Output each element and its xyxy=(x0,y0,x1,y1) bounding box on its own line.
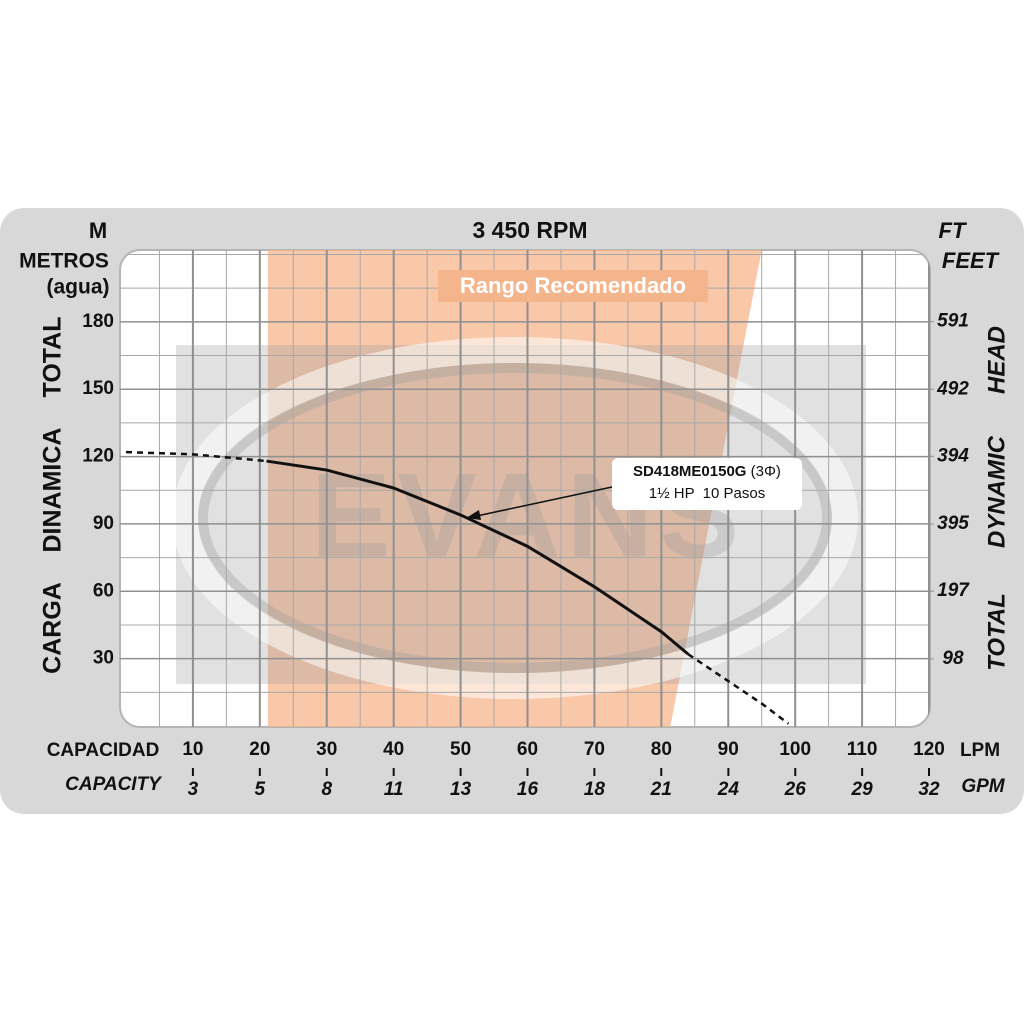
y-axis-word: CARGA xyxy=(39,582,67,674)
y-axis-word: DINAMICA xyxy=(39,428,67,553)
y-tick-label: 180 xyxy=(82,311,114,332)
y2-tick-label: 395 xyxy=(937,513,969,534)
x2-unit: GPM xyxy=(961,776,1005,797)
plot: EVANS xyxy=(120,250,930,727)
y2-label: FEET xyxy=(942,248,1000,273)
y-unit: M xyxy=(89,218,107,243)
watermark-ring xyxy=(198,363,832,673)
annotation-arrowhead xyxy=(466,510,481,520)
y2-tick-label: 394 xyxy=(937,445,969,466)
x2-label: CAPACITY xyxy=(65,774,163,795)
y-tick-label: 60 xyxy=(93,580,114,601)
x2-tick-label: 24 xyxy=(717,779,740,800)
x2-tick-label: 32 xyxy=(918,779,940,800)
x2-tick-label: 13 xyxy=(450,779,472,800)
x-tick-label: 40 xyxy=(383,739,404,760)
overlay: 10 20 30 40 50 60 70 80 90 100 110 120 3 5 8 11 13 16 18 21… xyxy=(82,270,970,800)
y-label: METROS xyxy=(19,250,109,273)
y-tick-label: 90 xyxy=(93,513,114,534)
x-tick-label: 60 xyxy=(517,739,538,760)
x-tick-label: 70 xyxy=(584,739,605,760)
range-label: Rango Recomendado xyxy=(460,273,686,298)
x-tick-label: 120 xyxy=(913,739,945,760)
annotation-detail: 1½ HP 10 Pasos xyxy=(649,485,765,502)
annotation-phase: (3Φ) xyxy=(751,463,781,480)
x-tick-label: 30 xyxy=(316,739,337,760)
y2-axis-word: HEAD xyxy=(983,326,1010,394)
annotation-model: SD418ME0150G xyxy=(633,463,746,480)
annotation-box xyxy=(612,458,802,510)
y2-axis-word: TOTAL xyxy=(983,593,1010,671)
y2-tick-label: 591 xyxy=(937,311,969,332)
x2-tick-label: 29 xyxy=(851,779,874,800)
x2-tick-label: 21 xyxy=(650,779,672,800)
x2-tick-label: 5 xyxy=(255,779,266,800)
watermark-ring xyxy=(172,337,858,699)
x2-tick-label: 11 xyxy=(384,779,404,800)
x-tick-label: 10 xyxy=(182,739,203,760)
y2-tick-label: 98 xyxy=(942,648,964,669)
curve xyxy=(266,459,690,656)
chart-title: 3 450 RPM xyxy=(472,217,587,243)
range-label-box xyxy=(438,270,708,302)
x-tick-label: 100 xyxy=(779,739,811,760)
x-tick-label: 110 xyxy=(847,739,878,760)
x-tick-label: 50 xyxy=(450,739,471,760)
x2-tick-label: 8 xyxy=(321,779,332,800)
x-tick-label: 20 xyxy=(249,739,270,760)
x2-tick-label: 16 xyxy=(517,779,539,800)
x-tick-label: 80 xyxy=(651,739,672,760)
y2-tick-label: 197 xyxy=(937,580,970,601)
x2-tick-label: 26 xyxy=(784,779,807,800)
y-tick-label: 30 xyxy=(93,648,114,669)
x-tick-label: 90 xyxy=(718,739,739,760)
y-tick-label: 150 xyxy=(82,378,114,399)
annotation-arrow xyxy=(471,486,613,518)
y2-tick-label: 492 xyxy=(936,378,969,399)
x-unit: LPM xyxy=(960,740,1000,761)
y-axis-word: TOTAL xyxy=(39,316,67,397)
x2-tick-label: 18 xyxy=(584,779,606,800)
y-label: (agua) xyxy=(47,276,110,299)
x-label: CAPACIDAD xyxy=(47,740,160,761)
curve xyxy=(125,450,267,463)
annotation-title: SD418ME0150G (3Φ) xyxy=(633,463,781,480)
y-tick-label: 120 xyxy=(82,446,114,467)
x2-tick-label: 3 xyxy=(188,779,199,800)
curve xyxy=(687,653,790,725)
y2-axis-word: DYNAMIC xyxy=(983,435,1010,548)
y2-unit: FT xyxy=(939,218,967,243)
